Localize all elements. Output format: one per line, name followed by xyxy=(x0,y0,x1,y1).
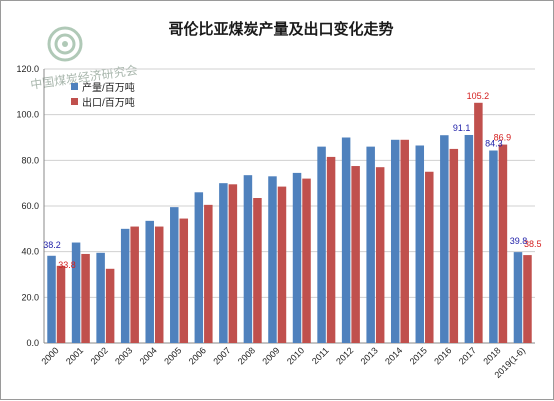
data-label: 86.9 xyxy=(494,133,512,143)
bar-export-2015 xyxy=(425,171,434,343)
data-label: 84.3 xyxy=(485,139,503,149)
x-tick-label: 2001 xyxy=(64,345,85,366)
bar-production-2011 xyxy=(317,146,326,343)
bar-export-2014 xyxy=(400,139,409,343)
chart-title: 哥伦比亚煤炭产量及出口变化走势 xyxy=(168,20,393,38)
bar-export-2007 xyxy=(228,184,238,343)
bar-export-2017 xyxy=(474,102,483,343)
bar-production-2004 xyxy=(145,220,154,343)
bar-production-2009 xyxy=(268,176,277,343)
bar-production-2012 xyxy=(341,137,351,343)
bar-production-2017 xyxy=(464,134,474,343)
x-tick-label: 2013 xyxy=(359,345,380,366)
x-tick-label: 2018 xyxy=(481,345,502,366)
x-tick-label: 2009 xyxy=(260,345,281,366)
bar-export-2001 xyxy=(81,253,90,343)
bar-export-2018 xyxy=(498,144,508,343)
data-label: 38.2 xyxy=(43,240,61,250)
y-tick-label: 20.0 xyxy=(21,292,39,302)
y-tick-label: 0.0 xyxy=(26,338,39,348)
legend-swatch-production xyxy=(71,83,78,90)
data-label: 39.8 xyxy=(510,236,528,246)
x-tick-label: 2006 xyxy=(187,345,208,366)
x-tick-label: 2010 xyxy=(285,345,306,366)
x-tick-label: 2008 xyxy=(236,345,257,366)
bar-export-2005 xyxy=(179,218,189,343)
bar-export-2002 xyxy=(105,268,115,343)
data-labels: 38.2 33.8 91.1 105.2 84.386.9 39.838.5 xyxy=(43,91,541,270)
legend-swatch-export xyxy=(71,98,78,105)
x-axis: 2000 2001 2002 2003 2004 2005 2006 2007 2008 2009… xyxy=(39,345,527,380)
bars xyxy=(47,102,532,343)
bar-export-2010 xyxy=(302,178,311,343)
watermark-logo xyxy=(47,26,83,62)
bar-production-2005 xyxy=(170,207,179,343)
x-tick-label: 2005 xyxy=(162,345,183,366)
bar-export-2004 xyxy=(154,226,164,343)
y-tick-label: 80.0 xyxy=(21,155,39,165)
x-tick-label: 2012 xyxy=(334,345,355,366)
x-tick-label: 2011 xyxy=(310,345,331,366)
bar-production-2010 xyxy=(292,172,302,343)
bar-export-2003 xyxy=(130,226,139,343)
bar-export-2012 xyxy=(351,166,360,343)
bar-production-2007 xyxy=(219,183,228,343)
bar-production-2008 xyxy=(243,175,253,343)
y-tick-label: 40.0 xyxy=(21,247,39,257)
x-tick-label: 2004 xyxy=(138,345,159,366)
y-tick-label: 120.0 xyxy=(16,64,39,74)
legend: 产量/百万吨 出口/百万吨 xyxy=(71,81,135,109)
x-tick-label: 2017 xyxy=(457,345,478,366)
bar-export-2016 xyxy=(449,148,459,343)
x-tick-label: 2007 xyxy=(211,345,232,366)
data-label: 33.8 xyxy=(58,260,76,270)
data-label: 91.1 xyxy=(453,123,471,133)
legend-label-production: 产量/百万吨 xyxy=(82,81,135,94)
x-tick-label: 2000 xyxy=(39,345,60,366)
bar-export-2006 xyxy=(204,204,213,343)
bar-production-2018 xyxy=(489,150,498,343)
x-tick-label: 2014 xyxy=(383,345,404,366)
legend-label-export: 出口/百万吨 xyxy=(82,96,135,109)
x-tick-label: 2016 xyxy=(432,345,453,366)
data-label: 38.5 xyxy=(524,239,542,249)
bar-export-2000 xyxy=(56,265,66,343)
x-tick-label: 2015 xyxy=(408,345,429,366)
bar-export-2019(1-6) xyxy=(523,255,532,343)
bar-production-2014 xyxy=(390,139,400,343)
bar-production-2000 xyxy=(47,255,56,343)
y-tick-label: 60.0 xyxy=(21,201,39,211)
bar-production-2015 xyxy=(415,145,425,343)
bar-production-2019(1-6) xyxy=(513,252,523,343)
bar-production-2002 xyxy=(96,252,105,343)
bar-production-2006 xyxy=(194,192,204,343)
x-tick-label: 2002 xyxy=(89,345,110,366)
bar-export-2013 xyxy=(375,167,385,343)
x-tick-label: 2003 xyxy=(113,345,134,366)
bar-export-2008 xyxy=(253,198,262,343)
bar-export-2009 xyxy=(277,186,287,343)
y-tick-label: 100.0 xyxy=(16,110,39,120)
bar-export-2011 xyxy=(326,156,336,343)
gridlines xyxy=(44,68,535,344)
bar-production-2001 xyxy=(71,242,81,343)
bar-production-2003 xyxy=(120,228,130,343)
bar-production-2016 xyxy=(440,135,449,343)
data-label: 105.2 xyxy=(467,91,490,101)
bar-production-2013 xyxy=(366,146,375,343)
